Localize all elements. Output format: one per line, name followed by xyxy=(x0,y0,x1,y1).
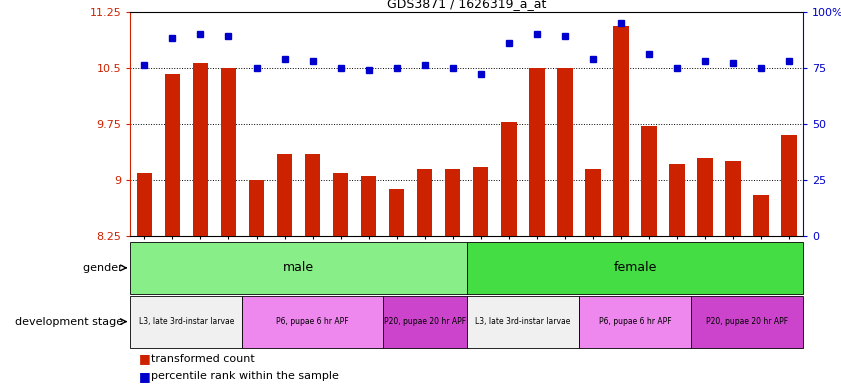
Bar xyxy=(501,122,516,236)
Bar xyxy=(130,296,242,348)
Bar xyxy=(361,176,376,236)
Bar xyxy=(417,169,432,236)
Bar xyxy=(445,169,460,236)
Bar xyxy=(473,167,489,236)
Bar xyxy=(136,172,152,236)
Bar xyxy=(242,296,383,348)
Bar xyxy=(691,296,803,348)
Text: gender: gender xyxy=(83,263,126,273)
Bar xyxy=(333,172,348,236)
Text: L3, late 3rd-instar larvae: L3, late 3rd-instar larvae xyxy=(475,317,570,326)
Text: P6, pupae 6 hr APF: P6, pupae 6 hr APF xyxy=(276,317,349,326)
Bar xyxy=(725,161,741,236)
Bar xyxy=(781,135,796,236)
Text: ■: ■ xyxy=(139,370,151,383)
Bar xyxy=(529,68,544,236)
Bar xyxy=(579,296,691,348)
Bar xyxy=(557,68,573,236)
Text: transformed count: transformed count xyxy=(151,354,255,364)
Bar xyxy=(130,242,467,294)
Bar xyxy=(669,164,685,236)
Text: percentile rank within the sample: percentile rank within the sample xyxy=(151,371,339,381)
Bar xyxy=(613,26,628,236)
Bar xyxy=(467,242,803,294)
Text: female: female xyxy=(613,262,657,274)
Text: development stage: development stage xyxy=(14,316,126,327)
Bar xyxy=(383,296,467,348)
Bar xyxy=(220,68,236,236)
Text: P20, pupae 20 hr APF: P20, pupae 20 hr APF xyxy=(706,317,788,326)
Bar xyxy=(641,126,657,236)
Title: GDS3871 / 1626319_a_at: GDS3871 / 1626319_a_at xyxy=(387,0,547,10)
Text: ■: ■ xyxy=(139,353,151,366)
Bar xyxy=(585,169,600,236)
Bar xyxy=(304,154,320,236)
Bar xyxy=(697,157,712,236)
Bar xyxy=(467,296,579,348)
Bar xyxy=(249,180,264,236)
Text: P20, pupae 20 hr APF: P20, pupae 20 hr APF xyxy=(383,317,466,326)
Text: male: male xyxy=(283,262,315,274)
Text: P6, pupae 6 hr APF: P6, pupae 6 hr APF xyxy=(599,317,671,326)
Bar xyxy=(754,195,769,236)
Text: L3, late 3rd-instar larvae: L3, late 3rd-instar larvae xyxy=(139,317,234,326)
Bar xyxy=(193,63,208,236)
Bar xyxy=(165,74,180,236)
Bar xyxy=(277,154,292,236)
Bar xyxy=(389,189,405,236)
